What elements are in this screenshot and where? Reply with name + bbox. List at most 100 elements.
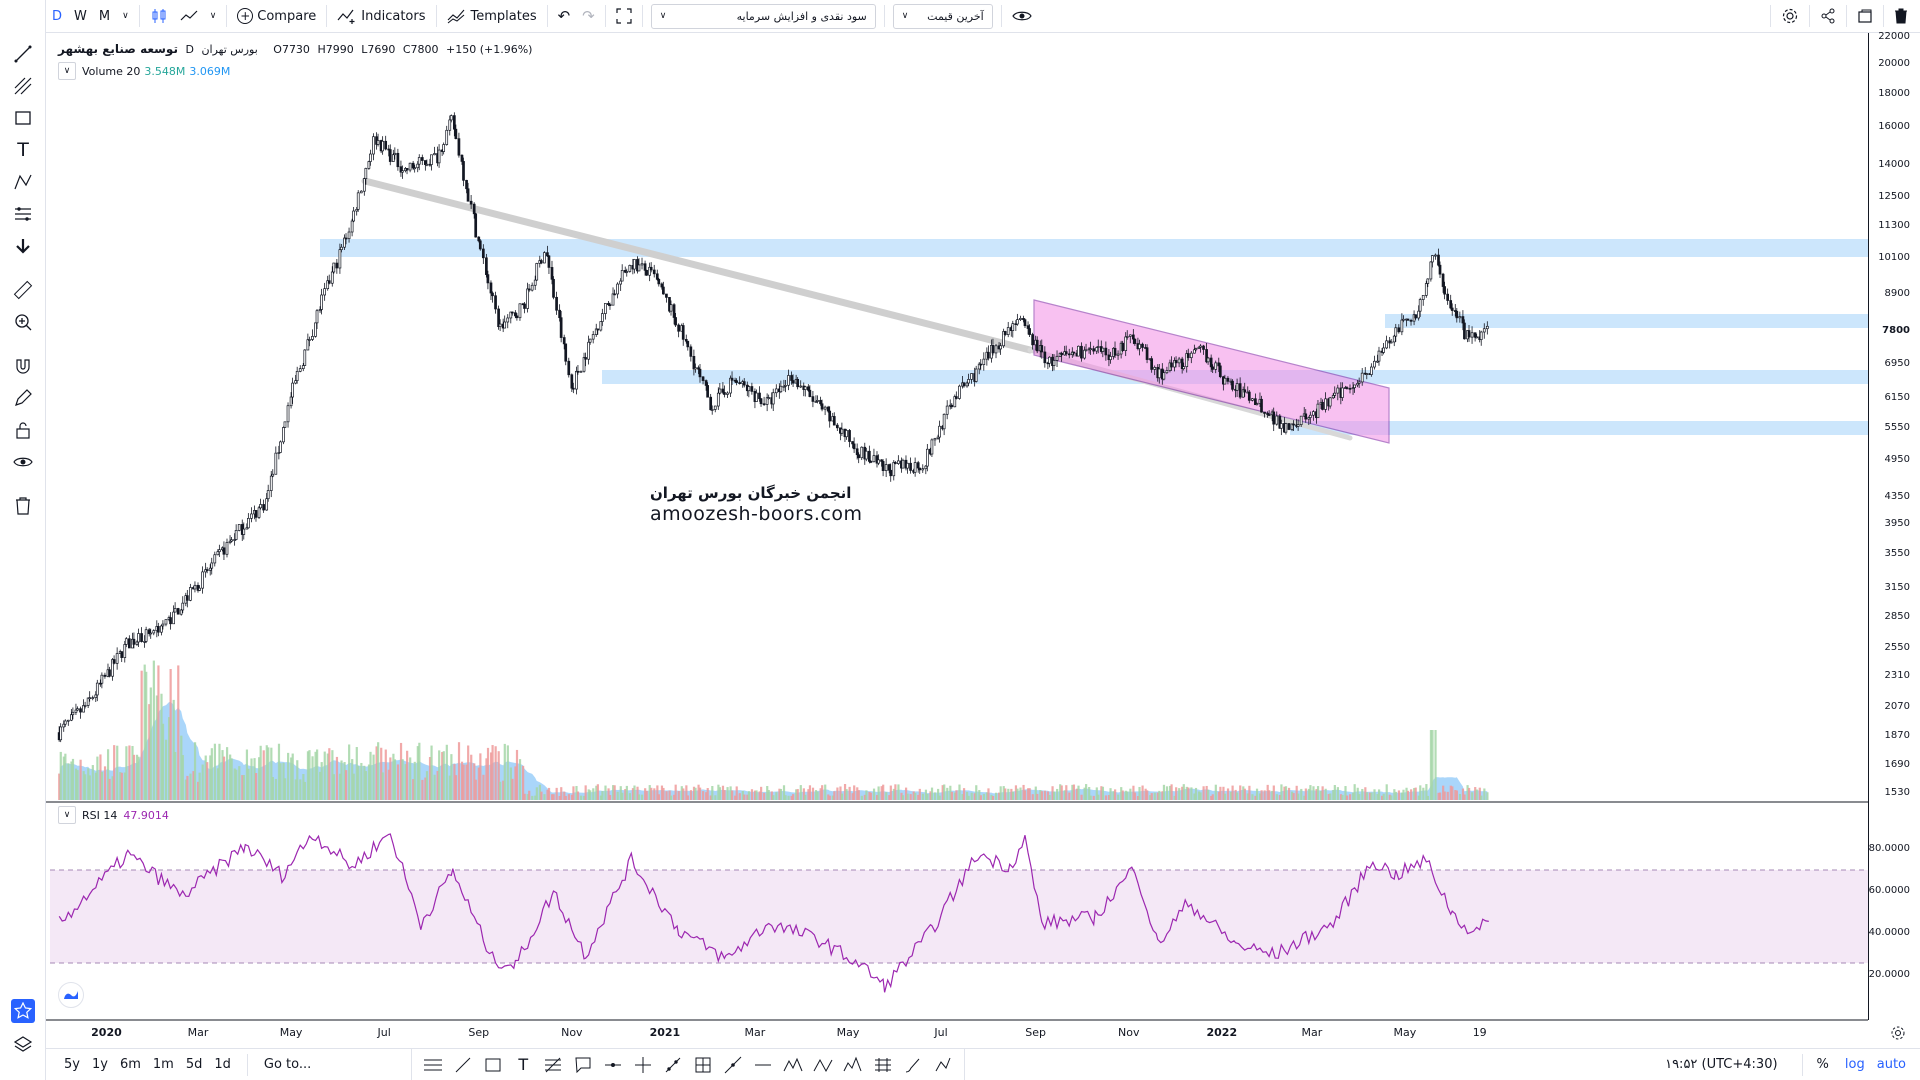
strategy-select[interactable]: ∨ سود نقدی و افزایش سرمایه bbox=[650, 3, 876, 29]
volume-bar bbox=[662, 787, 665, 800]
abc-pattern-icon[interactable] bbox=[808, 1051, 838, 1079]
extended-line-icon[interactable] bbox=[718, 1051, 748, 1079]
candle-body bbox=[747, 386, 751, 392]
ray-icon[interactable] bbox=[658, 1051, 688, 1079]
callout-icon[interactable] bbox=[568, 1051, 598, 1079]
candle-body bbox=[1333, 392, 1337, 396]
candles-icon[interactable] bbox=[144, 0, 174, 33]
trash-icon[interactable] bbox=[1888, 0, 1914, 33]
range-5y-button[interactable]: 5y bbox=[64, 1057, 80, 1072]
candle-body bbox=[401, 170, 404, 173]
interval-monthly-button[interactable]: M bbox=[98, 8, 111, 24]
price-axis[interactable] bbox=[1868, 33, 1920, 1020]
chart-type-dropdown-icon[interactable]: ∨ bbox=[209, 11, 217, 21]
range-5d-button[interactable]: 5d bbox=[185, 1057, 203, 1072]
eye-icon[interactable] bbox=[1006, 0, 1038, 33]
redo-icon[interactable]: ↷ bbox=[582, 7, 595, 25]
elliott-wave-icon[interactable] bbox=[838, 1051, 868, 1079]
horizontal-lines-icon[interactable] bbox=[418, 1051, 448, 1079]
zoom-icon[interactable] bbox=[11, 310, 35, 334]
candle-body bbox=[228, 540, 232, 543]
percent-scale-button[interactable]: % bbox=[1816, 1057, 1829, 1072]
interval-weekly-button[interactable]: W bbox=[74, 8, 87, 24]
visibility-eye-icon[interactable] bbox=[11, 450, 35, 474]
volume-bar bbox=[465, 764, 468, 800]
symbol-legend[interactable]: توسعه صنایع بهشهر D بورس تهران O7730 H79… bbox=[58, 42, 532, 56]
trend-line-icon[interactable] bbox=[448, 1051, 478, 1079]
favorites-star-icon[interactable] bbox=[11, 999, 35, 1023]
interval-dropdown-icon[interactable]: ∨ bbox=[122, 11, 129, 21]
range-1m-button[interactable]: 1m bbox=[152, 1057, 174, 1072]
price-source-select[interactable]: ∨ آخرین قیمت bbox=[892, 3, 993, 29]
candle-body bbox=[498, 323, 502, 328]
fullscreen-icon[interactable] bbox=[610, 0, 638, 33]
path-icon[interactable] bbox=[928, 1051, 958, 1079]
collapse-chevron-icon[interactable]: ∨ bbox=[58, 62, 76, 80]
volume-bar bbox=[442, 751, 445, 800]
ruler-icon[interactable] bbox=[11, 278, 35, 302]
volume-bar bbox=[1028, 788, 1031, 800]
volume-bar bbox=[552, 794, 555, 800]
brush-icon[interactable] bbox=[898, 1051, 928, 1079]
log-scale-button[interactable]: log bbox=[1844, 1057, 1865, 1072]
text-tool-icon[interactable]: T bbox=[17, 139, 29, 161]
fib-icon[interactable] bbox=[538, 1051, 568, 1079]
volume-bar bbox=[296, 760, 299, 800]
candle-body bbox=[274, 452, 278, 475]
volume-bar bbox=[966, 791, 969, 800]
volume-bar bbox=[1297, 793, 1300, 800]
timezone-label[interactable]: ۱۹:۵۲ (UTC+4:30) bbox=[1665, 1057, 1778, 1072]
pitchfork-icon[interactable] bbox=[11, 74, 35, 98]
indicators-button[interactable]: Indicators bbox=[331, 0, 431, 33]
tradingview-logo-icon[interactable] bbox=[58, 982, 84, 1008]
magnet-icon[interactable] bbox=[11, 354, 35, 378]
text-icon[interactable]: T bbox=[518, 1055, 529, 1074]
cross-line-icon[interactable] bbox=[628, 1051, 658, 1079]
range-6m-button[interactable]: 6m bbox=[119, 1057, 141, 1072]
rectangle-icon[interactable] bbox=[478, 1051, 508, 1079]
templates-button[interactable]: Templates bbox=[441, 0, 543, 33]
pencil-lock-icon[interactable] bbox=[11, 386, 35, 410]
goto-date-button[interactable]: Go to... bbox=[263, 1057, 312, 1072]
rectangle-icon[interactable] bbox=[11, 106, 35, 130]
volume-legend[interactable]: ∨ Volume 20 3.548M 3.069M bbox=[58, 62, 230, 80]
trend-line-icon[interactable] bbox=[11, 42, 35, 66]
volume-bar bbox=[1388, 794, 1391, 800]
arrow-down-icon[interactable] bbox=[11, 234, 35, 258]
undo-icon[interactable]: ↶ bbox=[557, 7, 571, 25]
volume-bar bbox=[814, 790, 818, 800]
interval-daily-button[interactable]: D bbox=[52, 8, 63, 24]
candle-body bbox=[1336, 387, 1340, 394]
volume-bar bbox=[827, 794, 830, 800]
range-1y-button[interactable]: 1y bbox=[91, 1057, 108, 1072]
candle-body bbox=[442, 144, 446, 152]
line-style-icon[interactable] bbox=[174, 0, 204, 33]
compare-button[interactable]: + Compare bbox=[231, 0, 322, 33]
lock-icon[interactable] bbox=[11, 418, 35, 442]
auto-scale-button[interactable]: auto bbox=[1876, 1057, 1906, 1072]
prediction-icon[interactable] bbox=[11, 202, 35, 226]
share-icon[interactable] bbox=[1814, 0, 1842, 33]
rsi-legend[interactable]: ∨ RSI 14 47.9014 bbox=[58, 806, 169, 824]
range-1d-button[interactable]: 1d bbox=[214, 1057, 231, 1072]
settings-gear-icon[interactable] bbox=[1775, 0, 1805, 33]
position-icon[interactable] bbox=[868, 1051, 898, 1079]
xabcd-pattern-icon[interactable] bbox=[778, 1051, 808, 1079]
candle-body bbox=[1382, 347, 1385, 353]
candle-body bbox=[332, 262, 336, 273]
price-line-icon[interactable] bbox=[598, 1051, 628, 1079]
layers-icon[interactable] bbox=[11, 1033, 35, 1057]
resistance-zone-right bbox=[1385, 314, 1868, 328]
pattern-icon[interactable] bbox=[11, 170, 35, 194]
price-tick-label: 8900 bbox=[1884, 287, 1910, 299]
volume-bar bbox=[979, 795, 982, 800]
date-range-icon[interactable] bbox=[688, 1051, 718, 1079]
horizontal-ray-icon[interactable] bbox=[748, 1051, 778, 1079]
collapse-chevron-icon[interactable]: ∨ bbox=[58, 806, 76, 824]
snapshot-icon[interactable] bbox=[1851, 0, 1879, 33]
volume-bar bbox=[1272, 785, 1275, 800]
axis-settings-gear-icon[interactable] bbox=[1890, 1025, 1906, 1045]
remove-drawings-icon[interactable] bbox=[11, 494, 35, 518]
volume-bar bbox=[604, 785, 607, 800]
